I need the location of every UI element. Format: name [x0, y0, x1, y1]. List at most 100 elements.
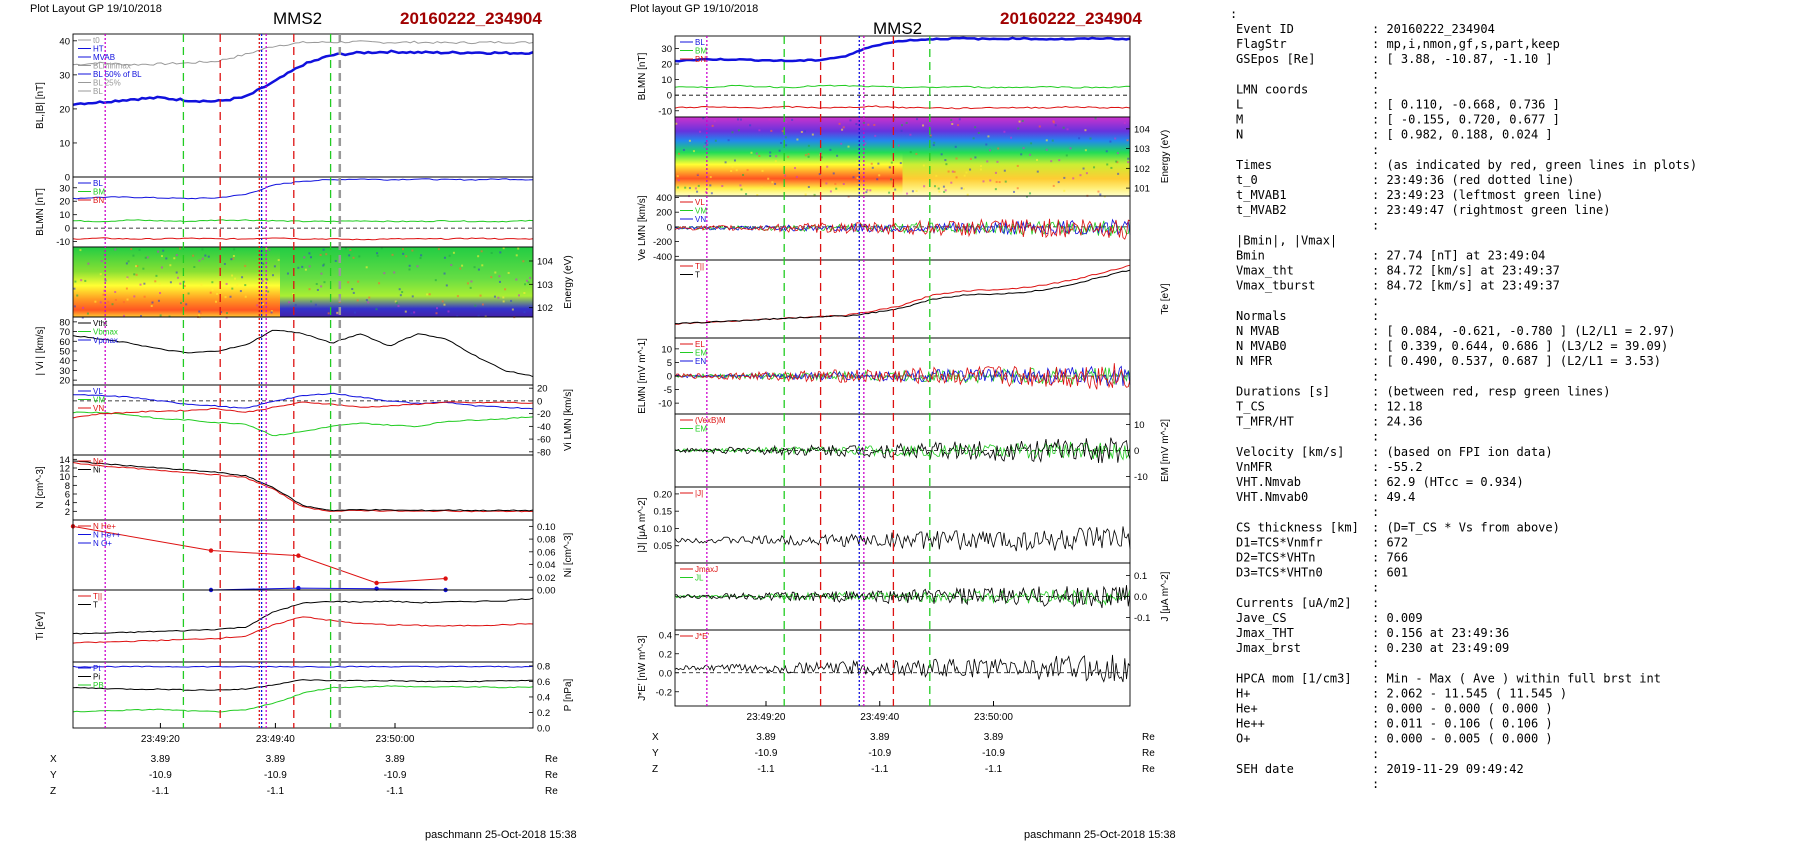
legend-label: Ni: [93, 466, 101, 475]
spectrogram-pixel: [320, 272, 323, 275]
ephemeris-value: -10.9: [868, 748, 891, 759]
info-value: : 0.156 at 23:49:36: [1372, 626, 1509, 640]
spectrogram-pixel: [204, 254, 207, 257]
info-value: :: [1372, 505, 1379, 519]
spectrogram-pixel: [428, 293, 431, 296]
y-tick-label: 10: [59, 210, 70, 221]
spectrogram-pixel: [684, 186, 687, 189]
info-key: SEH date: [1236, 762, 1294, 776]
spectrogram-pixel: [368, 296, 371, 299]
y-tick-label: -60: [537, 435, 551, 446]
spectrogram-pixel: [320, 285, 323, 288]
spectrogram-pixel: [413, 311, 416, 314]
y-tick-label: 0.2: [659, 649, 672, 660]
spectrogram-pixel: [198, 314, 201, 317]
spectrogram-pixel: [838, 122, 841, 125]
y-tick-label: 10: [59, 138, 70, 149]
spectrogram-pixel: [878, 174, 881, 177]
spectrogram-pixel: [760, 186, 763, 189]
info-key: Vmax_tburst: [1236, 279, 1315, 293]
legend-label: VN: [93, 404, 104, 413]
spectrogram-pixel: [336, 311, 339, 314]
spectrogram-pixel: [138, 248, 141, 251]
spectrogram-pixel: [835, 187, 838, 190]
legend-label: MVAB: [93, 53, 115, 62]
spectrogram-pixel: [99, 301, 102, 304]
info-key: |Bmin|, |Vmax|: [1236, 233, 1337, 247]
spectrogram-pixel: [459, 267, 462, 270]
legend-label: EM: [695, 349, 707, 358]
spectrogram-pixel: [347, 281, 350, 284]
ephemeris-label: Z: [652, 764, 658, 775]
spectrogram-pixel: [1114, 137, 1117, 140]
ephemeris-value: 3.89: [870, 732, 890, 743]
spectrogram-pixel: [79, 249, 82, 252]
spectrogram-pixel: [236, 283, 239, 286]
spectrogram-pixel: [358, 255, 361, 258]
ephemeris-value: -10.9: [264, 770, 287, 781]
y-axis-label: BL,|B| [nT]: [35, 82, 46, 129]
series-line: [674, 585, 1131, 609]
ephemeris-value: -10.9: [755, 748, 778, 759]
spectrogram-pixel: [1069, 147, 1072, 150]
spectrogram-pixel: [739, 184, 742, 187]
spectrogram-pixel: [201, 257, 204, 260]
info-key: H+: [1236, 686, 1250, 700]
info-value: : 49.4: [1372, 490, 1415, 504]
y-tick-label: 20: [59, 104, 70, 115]
legend-label: EL: [695, 340, 705, 349]
right-footer: paschmann 25-Oct-2018 15:38: [1024, 829, 1176, 841]
spectrogram-pixel: [1093, 166, 1096, 169]
spectrogram-pixel: [1010, 136, 1013, 139]
spectrogram-pixel: [356, 299, 359, 302]
info-key: Currents [uA/m2]: [1236, 596, 1352, 610]
info-value: : 0.009: [1372, 611, 1423, 625]
info-value: :: [1372, 777, 1379, 791]
series-line: [72, 616, 534, 644]
series-line: [72, 460, 534, 512]
spectrogram-pixel: [168, 315, 171, 318]
info-value: :: [1372, 430, 1379, 444]
y-tick-label: -20: [537, 409, 551, 420]
spectrogram-pixel: [840, 142, 843, 145]
legend-label: BL: [695, 38, 705, 47]
spectrogram-pixel: [393, 271, 396, 274]
spectrogram-pixel: [906, 192, 909, 195]
spectrogram-pixel: [955, 176, 958, 179]
spectrogram-pixel: [517, 247, 520, 250]
legend-label: EM: [695, 425, 707, 434]
spectrogram-pixel: [1017, 127, 1020, 130]
spectrogram-pixel: [735, 169, 738, 172]
spectrogram-pixel: [211, 288, 214, 291]
y-tick-label: 101: [1134, 184, 1150, 195]
spectrogram-pixel: [1116, 152, 1119, 155]
legend-label: BM: [93, 188, 105, 197]
spectrogram-pixel: [697, 184, 700, 187]
legend-label: Vpmax: [93, 336, 118, 345]
info-value: : 766: [1372, 551, 1408, 565]
spectrogram-pixel: [434, 279, 437, 282]
spectrogram-pixel: [1045, 139, 1048, 142]
spectrogram-pixel: [957, 124, 960, 127]
spectrogram-pixel: [900, 129, 903, 132]
spectrogram-pixel: [897, 144, 900, 147]
spectrogram-pixel: [401, 248, 404, 251]
spectrogram-pixel: [523, 311, 526, 314]
spectrogram-pixel: [800, 130, 803, 133]
spectrogram-pixel: [183, 285, 186, 288]
info-key: Jave_CS: [1236, 611, 1287, 625]
y-axis-label: Energy (eV): [563, 255, 574, 308]
spectrogram-pixel: [103, 289, 106, 292]
spectrogram-pixel: [502, 300, 505, 303]
info-value: :: [1372, 309, 1379, 323]
info-value: : [ 0.490, 0.537, 0.687 ] (L2/L1 = 3.53): [1372, 354, 1661, 368]
legend-label: BL: [93, 179, 103, 188]
series-line: [72, 665, 534, 668]
series-line: [675, 264, 1131, 325]
info-key: t_MVAB2: [1236, 203, 1287, 217]
info-value: : [ -0.155, 0.720, 0.677 ]: [1372, 113, 1560, 127]
y-tick-label: 0: [667, 222, 672, 233]
spectrogram-pixel: [1084, 149, 1087, 152]
spectrogram-pixel: [1099, 193, 1102, 196]
